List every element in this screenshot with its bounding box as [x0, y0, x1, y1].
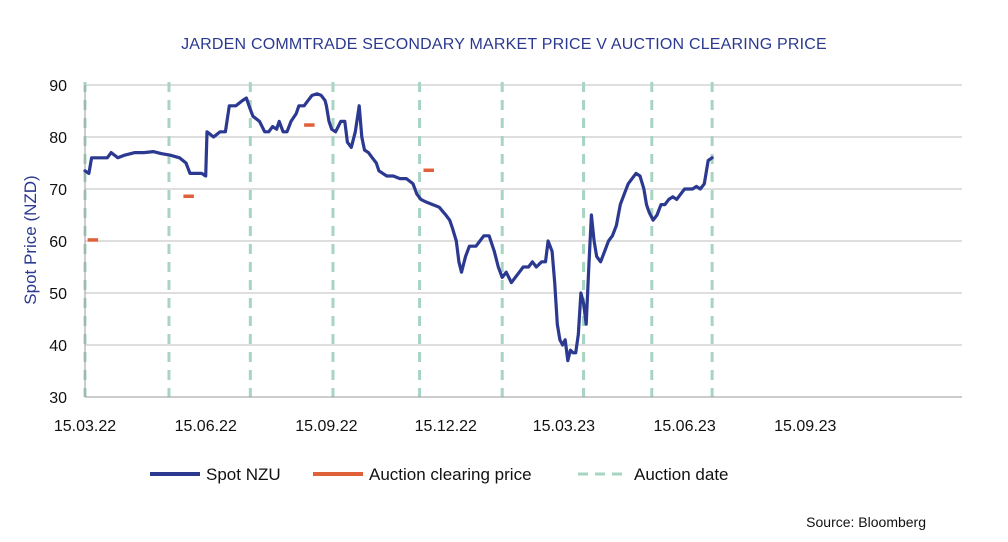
- x-tick-label-5: 15.06.23: [653, 418, 715, 435]
- legend-label-spot: Spot NZU: [206, 465, 281, 484]
- x-tick-label-1: 15.06.22: [175, 418, 237, 435]
- y-tick-label-80: 80: [49, 130, 67, 147]
- y-axis-label-group: Spot Price (NZD): [21, 175, 40, 304]
- x-tick-label-0: 15.03.22: [54, 418, 116, 435]
- spot-nzu-line: [83, 92, 714, 363]
- y-axis-label: Spot Price (NZD): [21, 175, 40, 304]
- y-tick-label-40: 40: [49, 338, 67, 355]
- legend: Spot NZU Auction clearing price Auction …: [150, 465, 729, 484]
- x-tick-label-2: 15.09.22: [295, 418, 357, 435]
- series: [83, 92, 714, 363]
- x-tick-label-4: 15.03.23: [533, 418, 595, 435]
- source-note: Source: Bloomberg: [806, 514, 926, 530]
- x-tick-label-3: 15.12.22: [415, 418, 477, 435]
- y-tick-label-60: 60: [49, 234, 67, 251]
- x-tick-label-6: 15.09.23: [774, 418, 836, 435]
- y-tick-label-30: 30: [49, 390, 67, 407]
- y-tick-label-90: 90: [49, 78, 67, 95]
- gridlines: [85, 84, 962, 398]
- auction-date-lines: [83, 82, 714, 397]
- legend-label-auction: Auction clearing price: [369, 465, 532, 484]
- axes: 30 40 50 60 70 80 90 15.03.22 15.06.22 15.09.22 15…: [49, 78, 962, 435]
- y-tick-label-50: 50: [49, 286, 67, 303]
- chart-title: JARDEN COMMTRADE SECONDARY MARKET PRICE …: [181, 36, 827, 53]
- y-tick-label-70: 70: [49, 182, 67, 199]
- legend-label-auction-date: Auction date: [634, 465, 729, 484]
